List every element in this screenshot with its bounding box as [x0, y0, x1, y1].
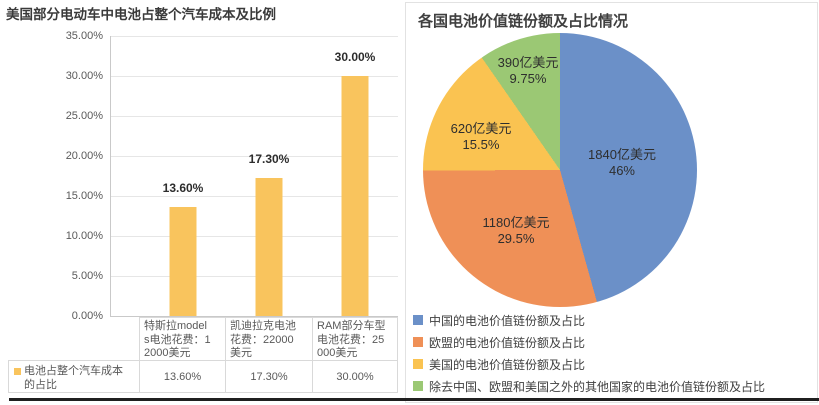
pie-slice-amount: 1180亿美元 [482, 215, 550, 230]
pie-slice-percent: 46% [608, 163, 636, 178]
bar-value-label: 13.60% [162, 181, 204, 196]
y-axis-tick: 30.00% [65, 70, 103, 82]
y-axis-tick: 0.00% [71, 310, 103, 322]
legend-label: 欧盟的电池价值链份额及占比 [429, 335, 586, 350]
legend-item-others[interactable]: 除去中国、欧盟和美国之外的其他国家的电池价值链份额及占比 [413, 375, 765, 397]
bar-y-axis: 35.00% 30.00% 25.00% 20.00% 15.00% 10.00… [0, 29, 103, 323]
value-cell-cadillac: 17.30% [225, 360, 312, 393]
gridline [111, 116, 398, 117]
pie-slice-percent: 29.5% [497, 231, 535, 246]
pie-slice-percent: 15.5% [462, 137, 500, 152]
y-axis-tick: 5.00% [71, 270, 103, 282]
pie-slice-label-us: 620亿美元 15.5% [451, 121, 512, 153]
bar-tesla[interactable] [169, 207, 197, 316]
bar-chart-panel: 美国部分电动车中电池占整个汽车成本及比例 35.00% 30.00% 25.00… [0, 0, 405, 405]
legend-item-china[interactable]: 中国的电池价值链份额及占比 [413, 309, 765, 331]
bottom-border-line [9, 398, 819, 401]
category-cell-cadillac: 凯迪拉克电池 花费：22000 美元 [225, 317, 312, 360]
pie[interactable] [423, 33, 697, 307]
legend-swatch-china [413, 315, 423, 325]
gridline [111, 276, 398, 277]
gridline [111, 156, 398, 157]
pie-slice-label-china: 1840亿美元 46% [588, 147, 656, 179]
legend-item-us[interactable]: 美国的电池价值链份额及占比 [413, 353, 765, 375]
category-cell-tesla: 特斯拉model s电池花费：1 2000美元 [139, 317, 225, 360]
legend-swatch-others [413, 381, 423, 391]
pie-chart-title: 各国电池价值链份额及占比情况 [418, 13, 629, 30]
bar-slot-cadillac: 17.30% [226, 36, 312, 316]
gridline [111, 236, 398, 237]
legend-label: 除去中国、欧盟和美国之外的其他国家的电池价值链份额及占比 [429, 379, 766, 394]
gridline [111, 196, 398, 197]
legend-swatch-us [413, 359, 423, 369]
gridline [111, 76, 398, 77]
bar-slot-tesla: 13.60% [140, 36, 226, 316]
legend-label: 中国的电池价值链份额及占比 [429, 313, 586, 328]
bar-series: 13.60% 17.30% 30.00% [140, 36, 398, 316]
bar-cadillac[interactable] [255, 177, 283, 316]
pie-slice-percent: 9.75% [509, 71, 547, 86]
category-cell-ram: RAM部分车型 电池花费：25 000美元 [312, 317, 398, 360]
legend-label: 美国的电池价值链份额及占比 [429, 357, 586, 372]
pie-slice-label-others: 390亿美元 9.75% [498, 55, 559, 87]
y-axis-tick: 35.00% [65, 30, 103, 42]
pie-slice-label-eu: 1180亿美元 29.5% [483, 215, 550, 247]
data-table-corner-cell [8, 317, 139, 360]
series-legend-cell[interactable]: 电池占整个汽车成本 的占比 [8, 360, 139, 393]
pie-slice-amount: 1840亿美元 [588, 147, 656, 162]
bar-plot-area: 13.60% 17.30% 30.00% [110, 36, 398, 317]
pie-slice-amount: 620亿美元 [450, 121, 512, 136]
value-cell-tesla: 13.60% [139, 360, 225, 393]
y-axis-tick: 15.00% [65, 190, 103, 202]
bar-chart-title: 美国部分电动车中电池占整个汽车成本及比例 [6, 7, 276, 22]
bar-value-label: 30.00% [334, 50, 376, 64]
gridline [111, 36, 398, 37]
legend-item-eu[interactable]: 欧盟的电池价值链份额及占比 [413, 331, 765, 353]
bar-slot-ram: 30.00% [312, 36, 398, 316]
bar-data-table: 特斯拉model s电池花费：1 2000美元 凯迪拉克电池 花费：22000 … [8, 317, 398, 393]
y-axis-tick: 20.00% [65, 150, 103, 162]
legend-swatch-eu [413, 337, 423, 347]
bar-ram[interactable] [341, 76, 369, 316]
y-axis-tick: 25.00% [65, 110, 103, 122]
series-legend-label: 电池占整个汽车成本 的占比 [24, 365, 123, 391]
pie-chart-panel: 各国电池价值链份额及占比情况 1840亿美元 46% 1180亿美元 29.5%… [405, 2, 818, 403]
bar-value-label: 17.30% [248, 151, 290, 166]
value-cell-ram: 30.00% [312, 360, 398, 393]
pie-slice-amount: 390亿美元 [497, 55, 559, 70]
series-legend-swatch [14, 368, 21, 375]
pie-legend: 中国的电池价值链份额及占比 欧盟的电池价值链份额及占比 美国的电池价值链份额及占… [413, 309, 765, 397]
y-axis-tick: 10.00% [65, 230, 103, 242]
